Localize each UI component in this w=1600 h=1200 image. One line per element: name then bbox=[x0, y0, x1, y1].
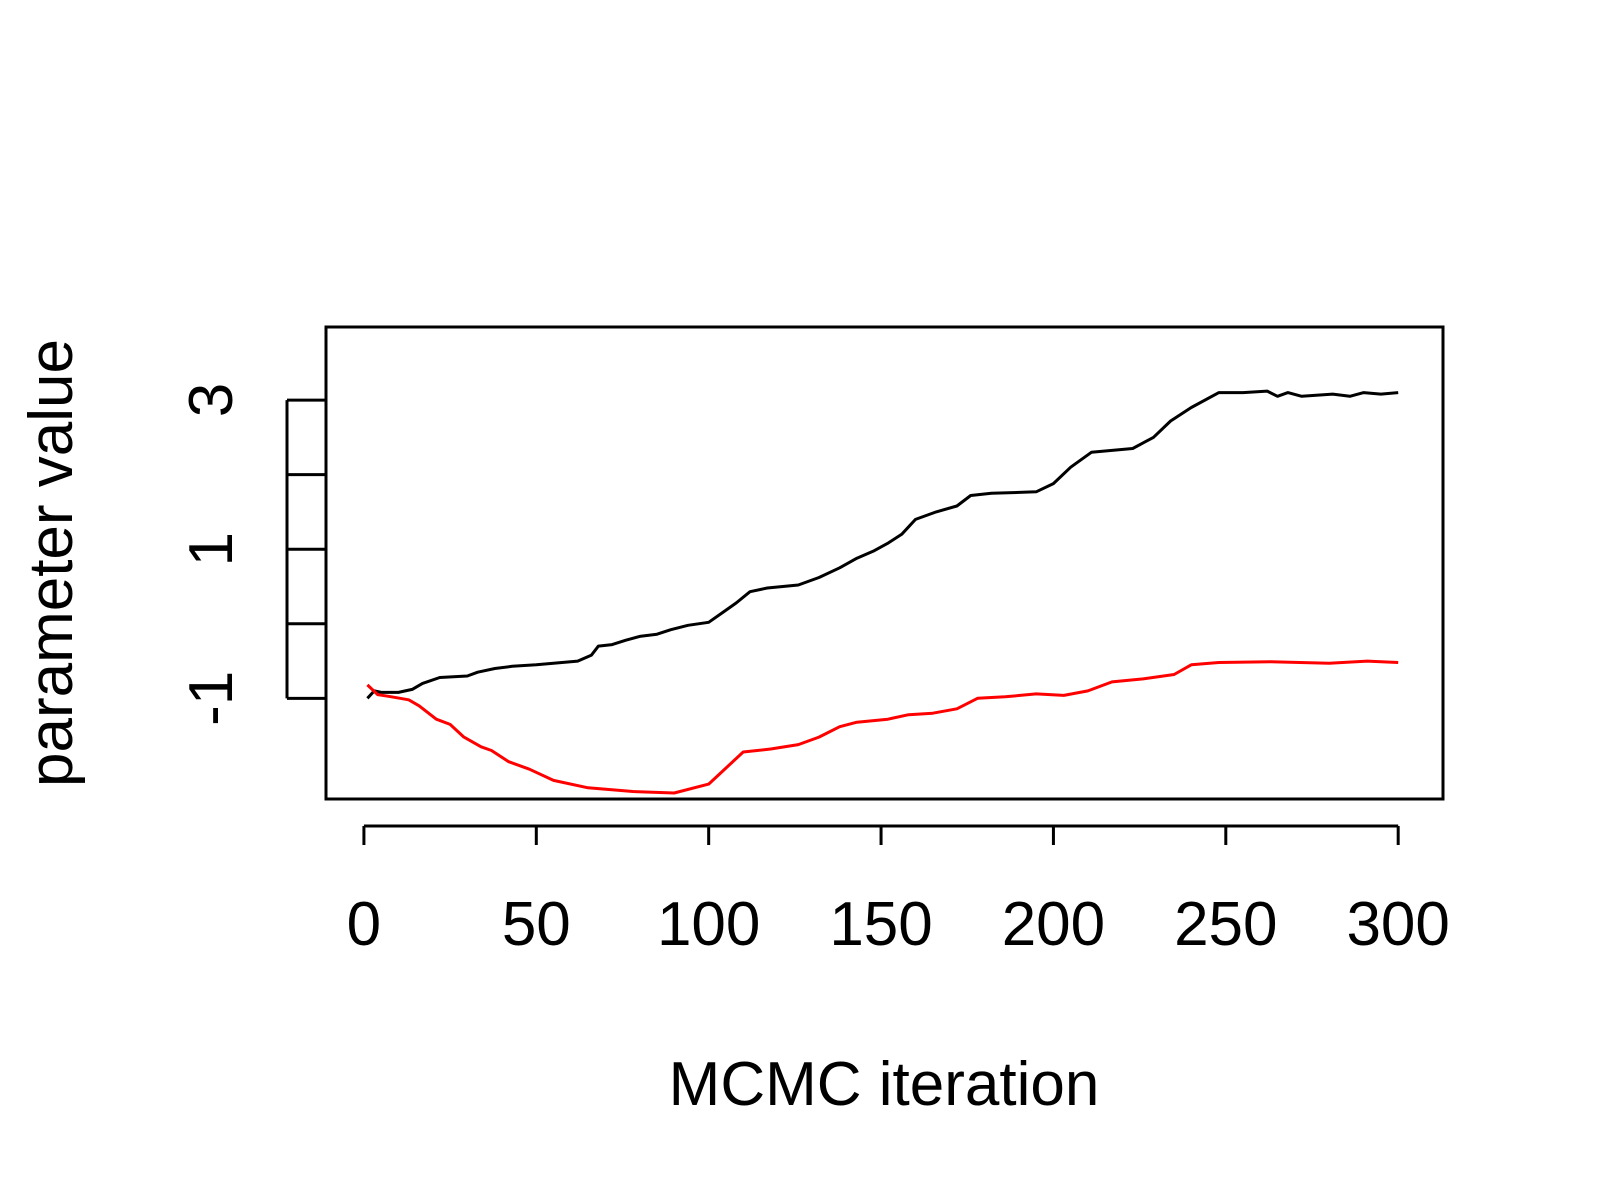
x-tick-label: 200 bbox=[1002, 890, 1105, 959]
series-line-1 bbox=[366, 389, 1399, 700]
x-tick-label: 100 bbox=[657, 890, 760, 959]
plot-frame bbox=[324, 325, 1445, 801]
x-tick-label: 0 bbox=[347, 890, 381, 959]
y-axis: -1 1 3 bbox=[177, 383, 326, 726]
x-tick-label: 300 bbox=[1346, 890, 1449, 959]
x-tick-label: 50 bbox=[502, 890, 571, 959]
y-tick-label: 3 bbox=[177, 383, 246, 417]
y-axis-title: parameter value bbox=[17, 339, 86, 787]
x-axis-title: MCMC iteration bbox=[669, 1050, 1100, 1119]
x-tick-label: 150 bbox=[829, 890, 932, 959]
x-tick-label: 250 bbox=[1174, 890, 1277, 959]
series-layer bbox=[366, 389, 1399, 795]
series-line-2 bbox=[366, 659, 1399, 795]
y-tick-label: 1 bbox=[177, 532, 246, 566]
x-axis: 0 50 100 150 200 250 300 bbox=[347, 824, 1450, 959]
y-tick-label: -1 bbox=[177, 671, 246, 726]
